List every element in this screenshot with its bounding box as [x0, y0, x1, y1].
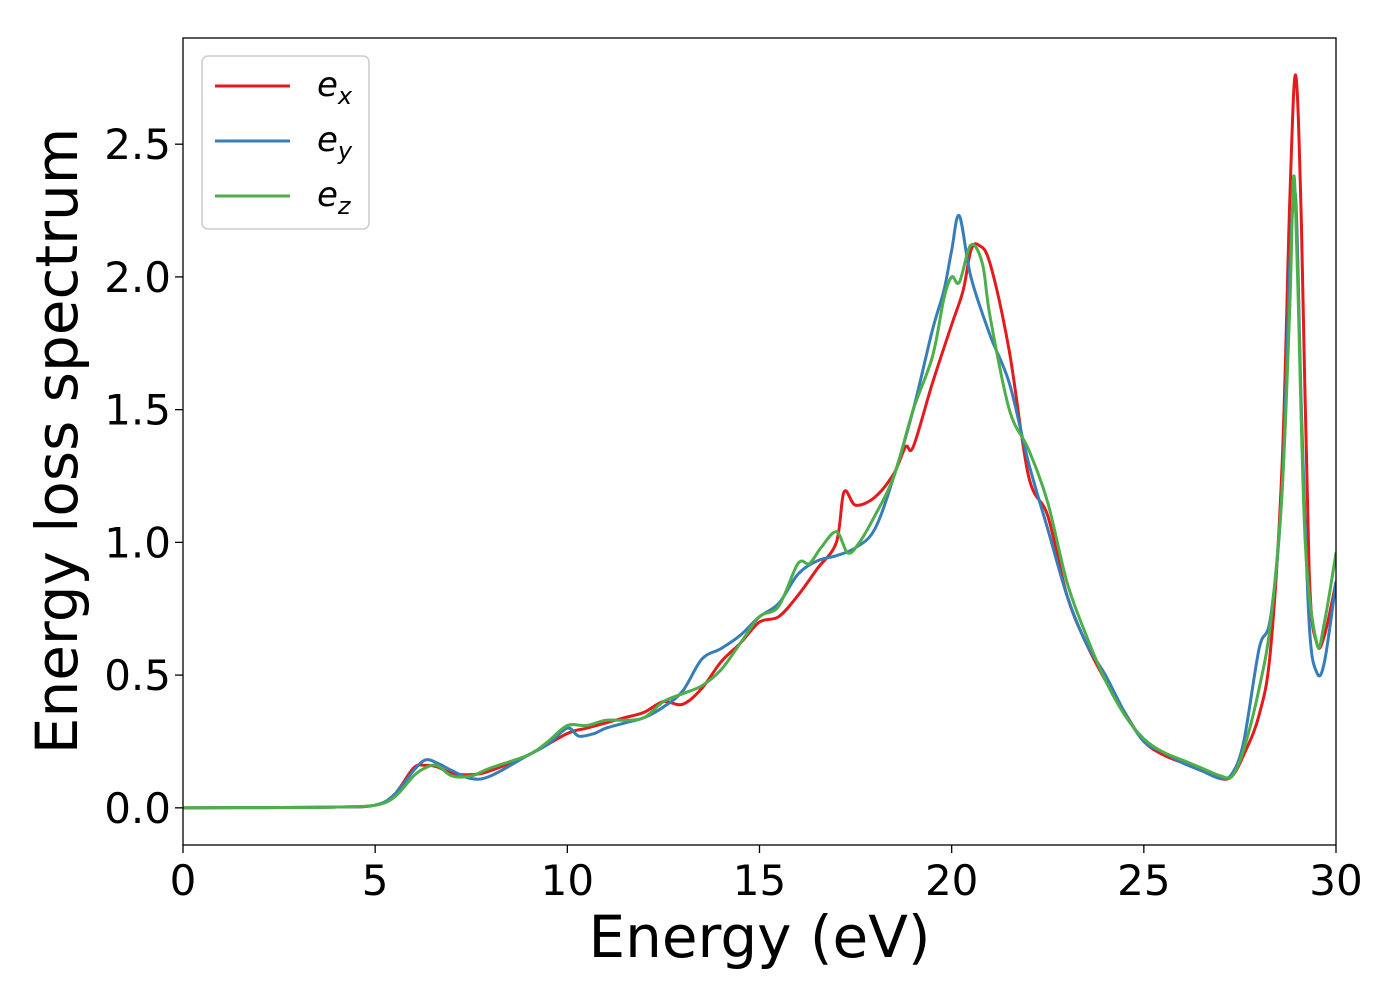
x-tick-label: 15: [733, 856, 786, 905]
legend-label-ex: ex: [317, 65, 353, 110]
y-tick-label: 2.0: [104, 253, 171, 302]
y-axis-label: Energy loss spectrum: [23, 128, 91, 754]
y-tick-label: 0.0: [104, 784, 171, 833]
series-layer: [183, 73, 1336, 810]
y-tick-label: 1.5: [104, 386, 171, 435]
series-line-ez: [183, 174, 1336, 810]
y-tick-label: 0.5: [104, 651, 171, 700]
y-tick-label: 2.5: [104, 120, 171, 169]
legend-label-ey: ey: [317, 120, 353, 165]
x-tick-label: 10: [541, 856, 594, 905]
x-tick-label: 25: [1117, 856, 1170, 905]
series-line-ey: [183, 188, 1336, 810]
x-tick-label: 5: [362, 856, 389, 905]
x-tick-label: 20: [925, 856, 978, 905]
legend-label-ez: ez: [317, 175, 352, 220]
y-axis-ticks: 0.0 0.5 1.0 1.5 2.0 2.5: [104, 120, 183, 833]
x-tick-label: 0: [170, 856, 197, 905]
x-axis-ticks: 0 5 10 15 20 25 30: [170, 845, 1363, 905]
x-tick-label: 30: [1309, 856, 1362, 905]
y-tick-label: 1.0: [104, 518, 171, 567]
x-axis-label: Energy (eV): [588, 903, 930, 971]
legend: ex ey ez: [201, 55, 370, 230]
